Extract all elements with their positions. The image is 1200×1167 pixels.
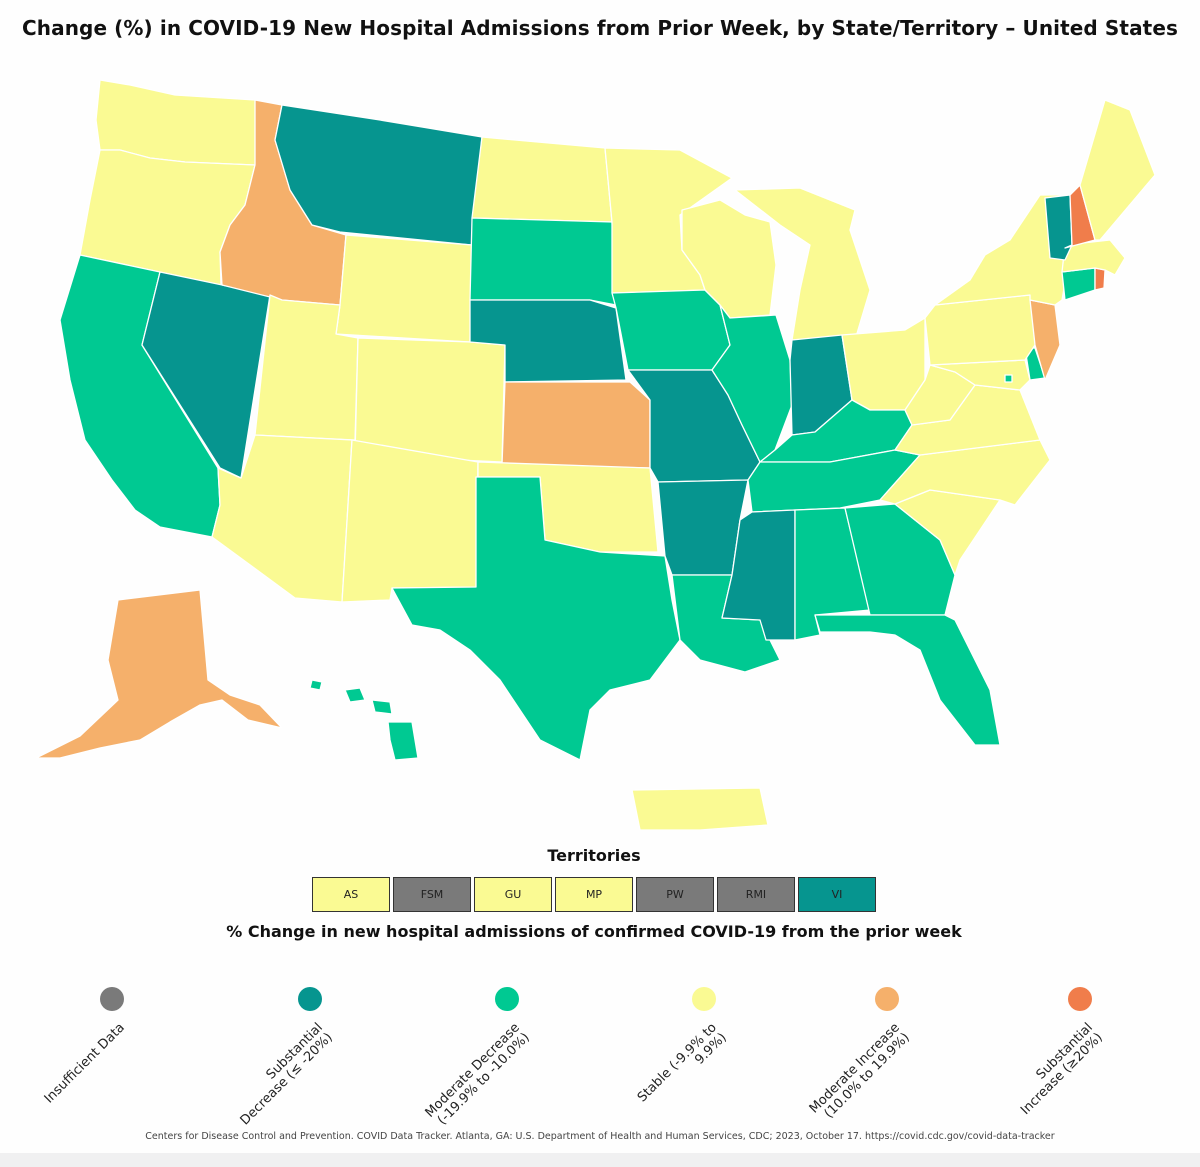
legend-dot (495, 987, 519, 1011)
legend-dot (875, 987, 899, 1011)
territory-box-gu[interactable]: GU (474, 877, 552, 912)
state-nebraska[interactable] (469, 299, 627, 383)
state-south-dakota[interactable] (469, 217, 617, 306)
legend-item-substantial-increase: Substantial Increase (≥20%) (1018, 987, 1106, 1118)
territory-box-rmi[interactable]: RMI (717, 877, 795, 912)
state-alaska[interactable] (35, 589, 283, 759)
state-maine[interactable] (1079, 99, 1156, 241)
legend-title: % Change in new hospital admissions of c… (226, 922, 962, 941)
legend-dot (692, 987, 716, 1011)
territory-box-pw[interactable]: PW (636, 877, 714, 912)
legend-item-stable: Stable (-9.9% to 9.9%) (635, 987, 730, 1107)
legend-dot (1068, 987, 1092, 1011)
state-vermont[interactable] (1044, 194, 1073, 261)
state-north-dakota[interactable] (471, 136, 613, 223)
state-mississippi[interactable] (721, 509, 796, 641)
state-new-hampshire[interactable] (1064, 184, 1096, 249)
page-title: Change (%) in COVID-19 New Hospital Admi… (21, 16, 1179, 40)
state-pennsylvania[interactable] (924, 294, 1043, 366)
legend-item-insufficient: Insufficient Data (42, 987, 132, 1107)
state-massachusetts[interactable] (1061, 239, 1126, 276)
state-illinois[interactable] (711, 304, 793, 463)
state-rhode-island[interactable] (1094, 267, 1106, 291)
source-citation: Centers for Disease Control and Preventi… (145, 1131, 1055, 1142)
state-hawaii[interactable] (309, 679, 419, 761)
territories-title: Territories (547, 846, 641, 865)
state-texas[interactable] (391, 476, 681, 761)
territory-puerto-rico[interactable] (631, 787, 769, 831)
state-dc[interactable] (1004, 374, 1013, 383)
legend-item-substantial-decrease: Substantial Decrease (≤ -20%) (238, 987, 336, 1128)
state-florida[interactable] (814, 614, 1001, 746)
territory-box-vi[interactable]: VI (798, 877, 876, 912)
state-kansas[interactable] (501, 381, 651, 469)
legend-item-moderate-decrease: Moderate Decrease (-19.9% to -10.0%) (423, 987, 533, 1128)
legend-dot (298, 987, 322, 1011)
legend-dot (100, 987, 124, 1011)
territory-box-mp[interactable]: MP (555, 877, 633, 912)
state-connecticut[interactable] (1061, 267, 1096, 301)
state-montana[interactable] (274, 104, 483, 246)
state-new-mexico[interactable] (341, 439, 479, 603)
territory-box-as[interactable]: AS (312, 877, 390, 912)
state-iowa[interactable] (611, 289, 731, 371)
state-wyoming[interactable] (335, 234, 473, 343)
legend-item-moderate-increase: Moderate Increase (10.0% to 19.9%) (807, 987, 913, 1121)
state-colorado[interactable] (354, 337, 506, 463)
territories-row: AS FSM GU MP PW RMI VI (312, 877, 879, 912)
footer-band (0, 1153, 1200, 1167)
territory-box-fsm[interactable]: FSM (393, 877, 471, 912)
